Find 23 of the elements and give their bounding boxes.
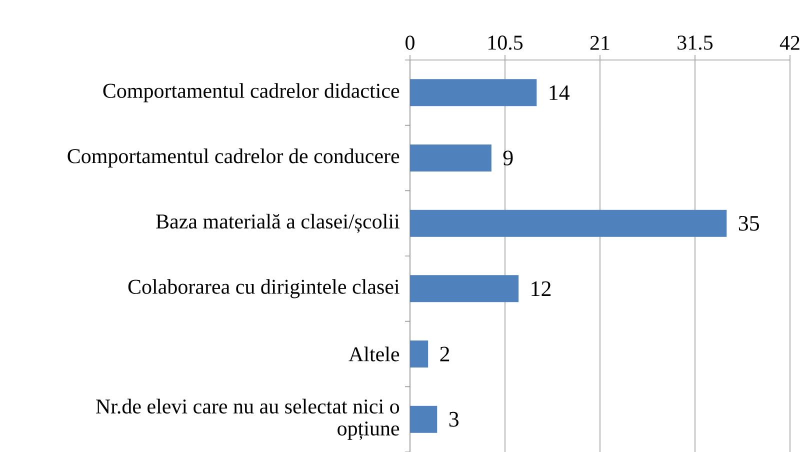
- x-tick-label: 42: [780, 36, 800, 50]
- bar: [410, 210, 727, 237]
- data-label: 14: [550, 85, 570, 100]
- x-tick-label: 0: [406, 35, 414, 50]
- bar: [410, 144, 492, 172]
- data-label: 3: [449, 412, 458, 427]
- y-tick-label: Comportamentul cadrelor didactice: [103, 82, 400, 102]
- y-tick-label: Colaborarea cu dirigintele clasei: [128, 278, 400, 298]
- y-tick-label: Baza materială a clasei/școlii: [156, 214, 400, 233]
- bar: [410, 340, 428, 368]
- data-label: 9: [503, 150, 513, 166]
- y-tick-label: Altele: [348, 346, 400, 362]
- y-tick-label: Nr.de elevi care nu au selectat nici o opțiune: [96, 398, 400, 440]
- y-tick-label: Comportamentul cadrelor de conducere: [68, 148, 400, 168]
- bar: [410, 406, 438, 433]
- data-label: 2: [440, 346, 450, 362]
- x-tick-label: 10.5: [488, 35, 523, 50]
- x-tick-label: 21: [590, 36, 610, 50]
- bar: [410, 274, 519, 302]
- bar: [410, 78, 537, 106]
- data-label: 35: [738, 216, 760, 231]
- x-tick-label: 31.5: [678, 35, 713, 50]
- data-label: 12: [532, 281, 551, 296]
